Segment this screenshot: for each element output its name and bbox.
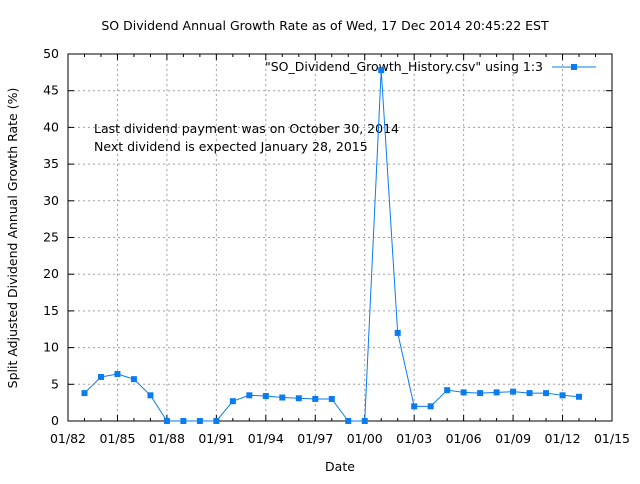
x-tick-label: 01/97	[297, 431, 333, 446]
data-point	[378, 67, 385, 74]
data-point	[477, 390, 484, 397]
legend: "SO_Dividend_Growth_History.csv" using 1…	[265, 59, 596, 74]
data-point	[361, 418, 368, 424]
chart-title: SO Dividend Annual Growth Rate as of Wed…	[101, 18, 549, 33]
data-point	[345, 418, 352, 424]
y-axis-label: Split Adjusted Dividend Annual Growth Ra…	[5, 88, 20, 389]
data-point	[213, 418, 220, 424]
data-point	[163, 418, 170, 424]
x-tick-label: 01/03	[396, 431, 432, 446]
x-tick-label: 01/85	[99, 431, 135, 446]
data-point	[576, 393, 583, 400]
data-point	[312, 395, 319, 402]
x-tick-label: 01/06	[446, 431, 482, 446]
data-point	[262, 393, 269, 400]
series-group	[81, 67, 583, 424]
x-tick-label: 01/09	[495, 431, 531, 446]
y-tick-label: 10	[43, 340, 59, 355]
legend-marker	[571, 64, 577, 70]
x-tick-label: 01/00	[347, 431, 383, 446]
data-point	[196, 418, 203, 424]
data-point	[114, 371, 121, 378]
data-point	[394, 329, 401, 336]
y-tick-label: 40	[43, 119, 59, 134]
data-point	[559, 392, 566, 399]
data-point	[97, 373, 104, 380]
data-point	[460, 389, 467, 396]
x-tick-label: 01/15	[594, 431, 630, 446]
data-point	[526, 390, 533, 397]
data-point	[510, 388, 517, 395]
data-point	[81, 390, 88, 397]
grid	[68, 54, 612, 421]
annotation-next-dividend: Next dividend is expected January 28, 20…	[94, 139, 368, 154]
y-tick-label: 20	[43, 266, 59, 281]
data-point	[229, 398, 236, 405]
data-point	[411, 403, 418, 410]
data-point	[444, 387, 451, 394]
x-tick-label: 01/94	[248, 431, 284, 446]
data-point	[246, 392, 253, 399]
x-tick-label: 01/88	[149, 431, 185, 446]
x-tick-label: 01/82	[50, 431, 86, 446]
x-tick-label: 01/12	[545, 431, 581, 446]
data-point	[279, 394, 286, 401]
y-tick-label: 50	[43, 46, 59, 61]
data-point	[180, 418, 187, 424]
x-tick-label: 01/91	[198, 431, 234, 446]
plot-border	[67, 53, 613, 422]
legend-label: "SO_Dividend_Growth_History.csv" using 1…	[265, 59, 543, 74]
data-point	[543, 390, 550, 397]
data-point	[427, 403, 434, 410]
data-point	[295, 395, 302, 402]
y-tick-label: 35	[43, 156, 59, 171]
y-tick-label: 5	[51, 376, 59, 391]
data-point	[147, 392, 154, 399]
y-tick-label: 0	[51, 413, 59, 428]
y-tick-label: 45	[43, 83, 59, 98]
data-point	[328, 395, 335, 402]
y-tick-label: 25	[43, 230, 59, 245]
y-tick-label: 15	[43, 303, 59, 318]
y-tick-label: 30	[43, 193, 59, 208]
data-point	[493, 389, 500, 396]
axes: 0 5 10 15 20 25 30 35 40 45 50 01/82 01/85 01/88 01/91…	[43, 46, 630, 446]
data-point	[130, 376, 137, 383]
annotation-last-dividend: Last dividend payment was on October 30,…	[94, 121, 399, 136]
x-axis-label: Date	[325, 459, 355, 474]
